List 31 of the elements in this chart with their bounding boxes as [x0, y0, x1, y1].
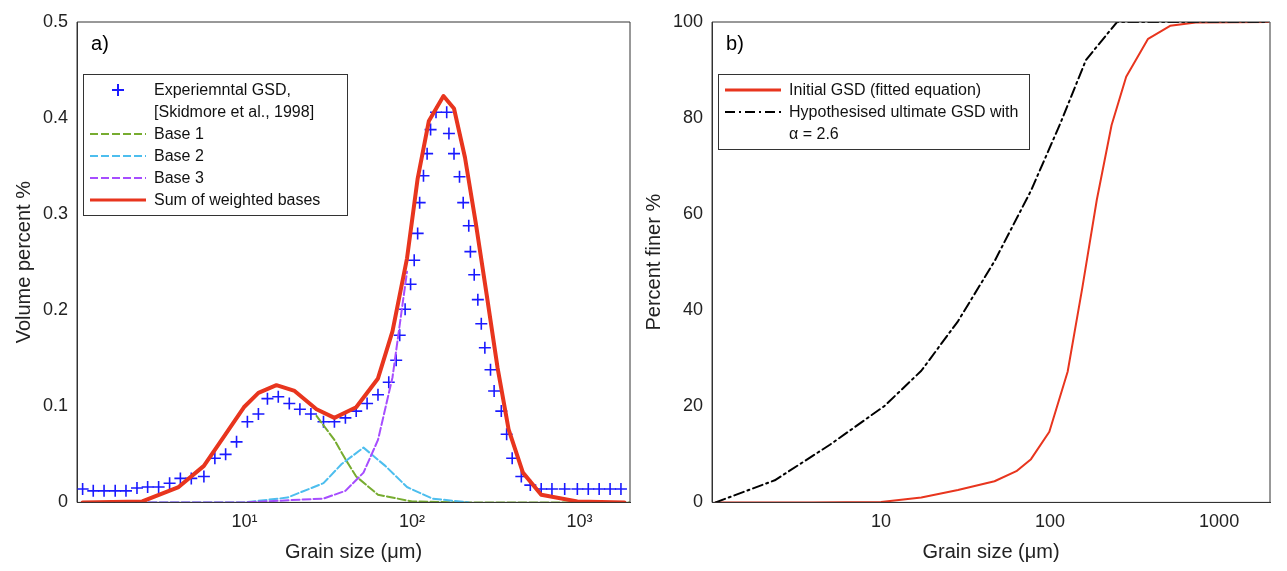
x-axis-title: Grain size (μm)	[922, 539, 1060, 562]
y-tick-label: 0.5	[42, 10, 69, 31]
y-tick-label: 0.4	[42, 107, 69, 128]
x-tick-label: 10	[871, 511, 892, 532]
legend-label: Hypothesised ultimate GSD with α = 2.6	[789, 102, 1020, 144]
y-tick-label: 0	[58, 491, 69, 512]
x-axis-title: Grain size (μm)	[284, 539, 423, 562]
x-tick-label: 1000	[1199, 511, 1240, 532]
legend-label: Base 2	[154, 146, 204, 166]
y-tick-label: 0	[693, 491, 704, 512]
y-tick-label: 80	[683, 107, 704, 128]
annotation: a)	[91, 31, 109, 54]
x-tick-label: 10²	[399, 511, 426, 532]
legend-label: Base 1	[154, 124, 204, 144]
y-axis-title: Volume percent %	[11, 180, 34, 344]
y-tick-label: 20	[683, 395, 704, 416]
y-tick-label: 0.2	[42, 299, 69, 320]
x-tick-label: 10¹	[231, 511, 258, 532]
annotation: b)	[726, 31, 744, 54]
y-tick-label: 0.3	[42, 203, 69, 224]
y-axis-title: Percent finer %	[641, 193, 664, 331]
y-tick-label: 100	[672, 10, 704, 31]
y-tick-label: 60	[683, 203, 704, 224]
legend-label: Initial GSD (fitted equation)	[789, 80, 982, 100]
y-tick-label: 0.1	[42, 395, 69, 416]
legend-label: Base 3	[154, 168, 204, 188]
y-tick-label: 40	[683, 299, 704, 320]
legend-label: Sum of weighted bases	[154, 190, 321, 210]
x-tick-label: 100	[1035, 511, 1066, 532]
x-tick-label: 10³	[566, 511, 593, 532]
legend-label: Experiemntal GSD, [Skidmore et al., 1998]	[154, 80, 316, 122]
